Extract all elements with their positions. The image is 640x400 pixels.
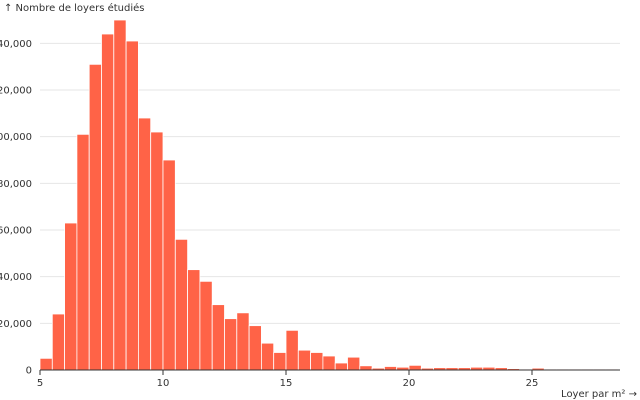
histogram-bar [137,117,152,371]
histogram-bar [162,159,176,371]
y-tick-label: 120,000 [0,86,32,97]
x-tick-label: 20 [403,378,416,389]
x-tick-label: 25 [526,378,539,389]
histogram-bar [76,133,90,371]
y-axis-label: ↑ Nombre de loyers étudiés [4,2,145,14]
histogram-bar [322,355,336,371]
histogram-bar [51,313,65,371]
histogram-bar [199,280,213,371]
histogram-bar [260,342,275,371]
histogram-bars [39,19,619,371]
histogram-bar [383,366,398,371]
histogram-bar [64,222,78,371]
histogram-bar [174,238,189,371]
histogram-bar [88,63,102,371]
histogram-bar [248,325,262,371]
histogram-bar [101,33,115,371]
histogram-bar [187,269,201,371]
x-axis-ticks: 5 10 15 20 25 [37,370,539,389]
histogram-bar [347,356,361,371]
histogram-bar [310,352,324,371]
histogram-bar [224,318,238,371]
histogram-bar [150,131,164,371]
histogram-bar [211,304,225,371]
y-tick-label: 100,000 [0,132,32,143]
histogram-bar [125,40,139,371]
y-tick-label: 60,000 [0,226,32,237]
histogram-bar [236,312,250,371]
histogram-bar [39,357,53,371]
x-axis-label: Loyer par m² → [561,389,637,400]
y-tick-label: 20,000 [0,319,32,330]
histogram-bar [297,349,311,371]
x-tick-label: 10 [157,378,170,389]
y-tick-label: 0 [26,366,32,377]
y-tick-label: 140,000 [0,39,32,50]
histogram-bar [334,362,348,371]
y-tick-label: 80,000 [0,179,32,190]
y-axis-ticks: 0 20,000 40,000 60,000 80,000 100,000 120,000 1… [0,39,32,377]
x-tick-label: 5 [37,378,43,389]
histogram-bar [273,352,287,371]
y-tick-label: 40,000 [0,272,32,283]
histogram-bar [359,365,373,371]
histogram-bar [285,329,299,371]
x-tick-label: 15 [280,378,293,389]
histogram-bar [113,19,127,371]
histogram-bar [408,364,422,371]
